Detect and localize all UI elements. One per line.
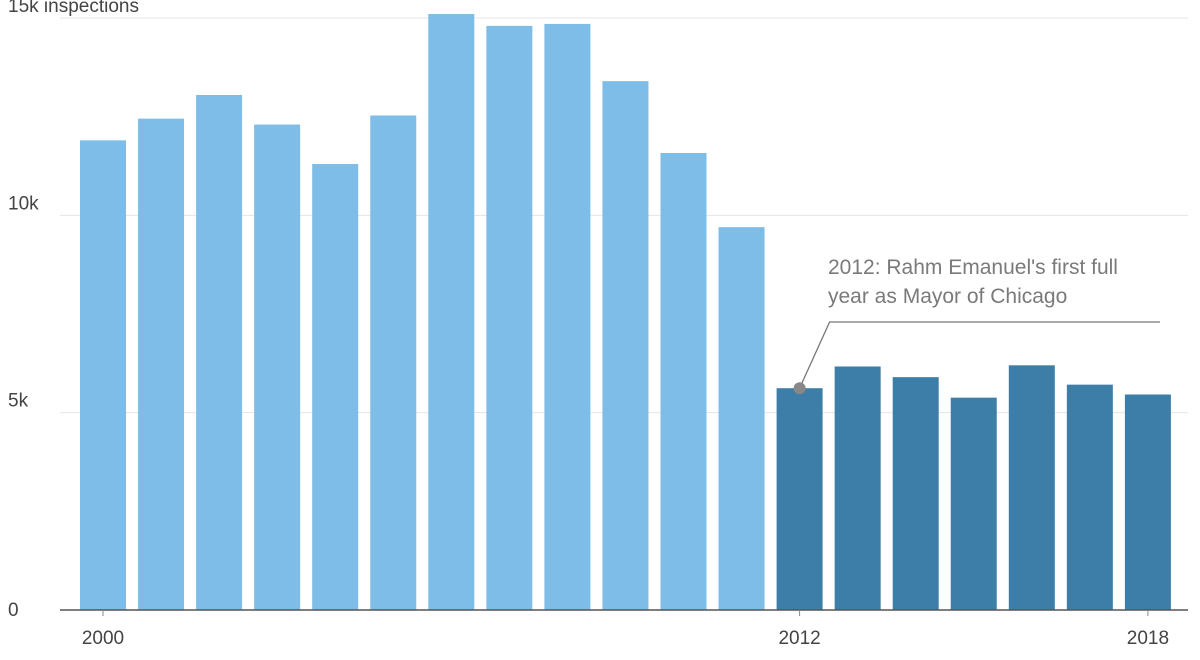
- bar-2017: [1066, 384, 1113, 610]
- annotation-marker-dot: [793, 382, 806, 395]
- bar-2001: [138, 118, 185, 610]
- bar-2006: [428, 14, 475, 611]
- bar-2018: [1124, 394, 1171, 610]
- bar-2016: [1008, 365, 1055, 610]
- y-tick-label: 5k: [8, 391, 29, 412]
- y-tick-label: 0: [8, 600, 19, 621]
- y-tick-label: 10k: [8, 193, 39, 214]
- axes: 0 5k 10k 15k inspections 2000 2012 2018: [8, 0, 1188, 649]
- x-tick-label: 2000: [82, 628, 124, 649]
- annotation-text-line: year as Mayor of Chicago: [828, 285, 1067, 308]
- bar-2010: [660, 152, 707, 611]
- bar-2008: [544, 23, 591, 611]
- annotation-text-line: 2012: Rahm Emanuel's first full: [828, 256, 1118, 279]
- bar-2004: [312, 164, 359, 610]
- bar-2012: [776, 388, 823, 610]
- y-tick-label: 15k inspections: [8, 0, 139, 17]
- bar-2005: [370, 115, 417, 610]
- bar-2011: [718, 227, 765, 611]
- annotation-leader-line: [799, 321, 1160, 389]
- x-tick-label: 2018: [1127, 628, 1169, 649]
- bar-2009: [602, 81, 649, 610]
- bars: [80, 14, 1171, 611]
- bar-2000: [80, 140, 126, 610]
- x-tick-label: 2012: [778, 628, 820, 649]
- annotation: 2012: Rahm Emanuel's first full year as M…: [793, 256, 1160, 395]
- bar-2013: [834, 366, 881, 610]
- bar-2003: [254, 124, 301, 610]
- bar-2015: [950, 397, 997, 610]
- bar-2014: [892, 377, 939, 610]
- bar-2007: [486, 25, 533, 610]
- bar-2002: [196, 94, 243, 610]
